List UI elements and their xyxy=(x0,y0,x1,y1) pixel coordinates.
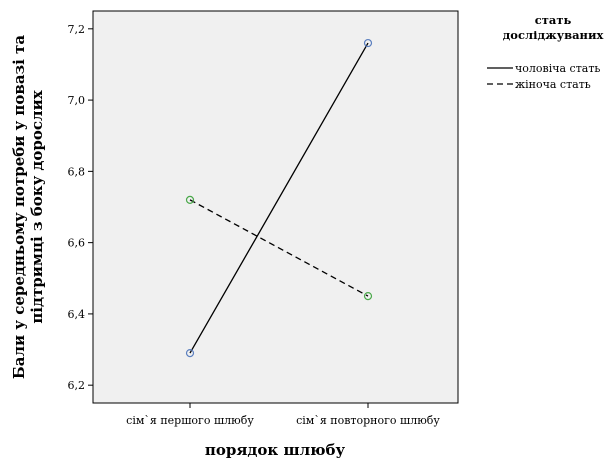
plot-area xyxy=(92,10,459,404)
y-tick-label: 6,8 xyxy=(68,165,86,178)
y-tick-label: 6,6 xyxy=(68,237,86,250)
y-tick-label: 7,0 xyxy=(68,94,86,107)
data-point xyxy=(185,195,195,204)
y-axis: 6,2 6,4 6,6 6,8 7,0 7,2 xyxy=(68,23,93,392)
y-axis-title-line-2: підтримці з боку дорослих xyxy=(28,89,46,323)
y-axis-title-line-1: Бали у середньому потреби у повазі та xyxy=(10,35,28,379)
data-point xyxy=(363,291,373,301)
x-axis-title: порядок шлюбу xyxy=(205,441,346,459)
legend-label: жіноча стать xyxy=(515,78,591,91)
x-tick-label: сім`я першого шлюбу xyxy=(126,414,254,427)
legend-title-line-2: досліджуваних xyxy=(503,28,604,42)
y-tick-label: 6,4 xyxy=(68,308,86,321)
series-line xyxy=(189,199,369,297)
data-point xyxy=(185,349,195,358)
x-tick-label: сім`я повторного шлюбу xyxy=(296,414,440,427)
series-layer xyxy=(185,38,373,358)
data-point xyxy=(363,38,373,48)
legend-label: чоловіча стать xyxy=(515,62,600,75)
legend-title-line-1: стать xyxy=(535,13,572,27)
y-tick-label: 6,2 xyxy=(68,379,86,392)
series-line xyxy=(189,42,369,354)
y-tick-label: 7,2 xyxy=(68,23,86,36)
x-axis: сім`я першого шлюбу сім`я повторного шлюб… xyxy=(126,403,440,427)
legend: стать досліджуваних чоловіча стать жіноча… xyxy=(487,13,603,91)
